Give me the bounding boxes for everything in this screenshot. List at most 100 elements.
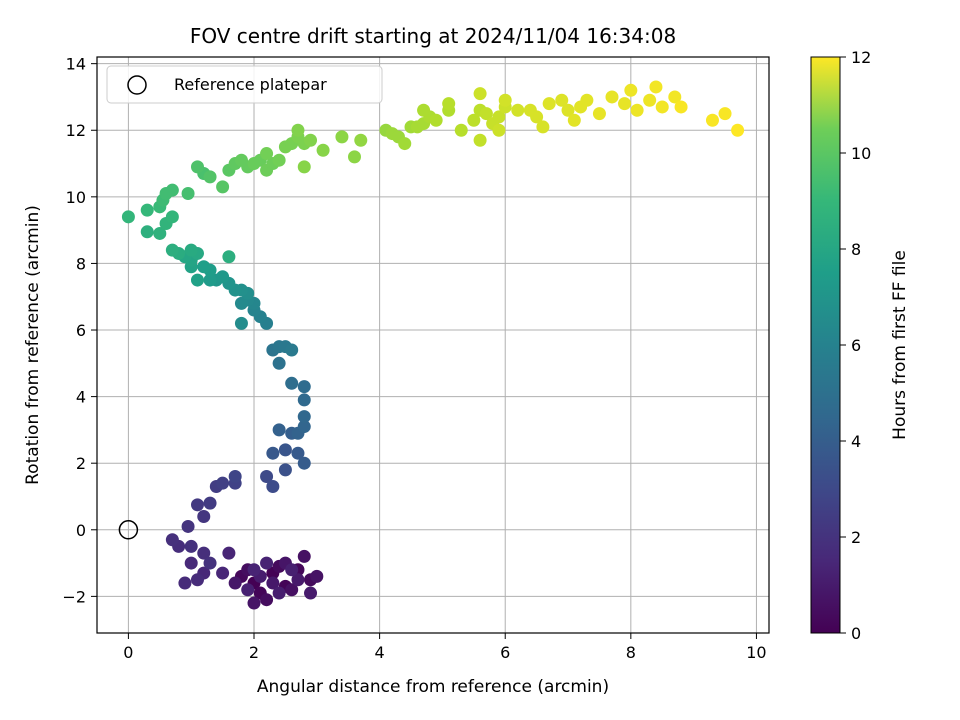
data-point	[121, 210, 135, 224]
data-point	[291, 446, 305, 460]
data-point	[580, 93, 594, 107]
data-point	[316, 143, 330, 157]
data-point	[285, 583, 299, 597]
data-point	[530, 110, 544, 124]
data-point	[203, 170, 217, 184]
data-point	[354, 133, 368, 147]
x-tick-label: 10	[746, 643, 766, 662]
x-axis-label: Angular distance from reference (arcmin)	[257, 677, 609, 697]
colorbar-tick-label: 4	[851, 432, 861, 451]
data-point	[190, 573, 204, 587]
data-point	[228, 470, 242, 484]
data-point	[216, 180, 230, 194]
data-point	[649, 80, 663, 94]
y-tick-label: 14	[66, 55, 86, 74]
colorbar	[810, 56, 841, 634]
chart-title: FOV centre drift starting at 2024/11/04 …	[190, 24, 676, 48]
data-point	[272, 356, 286, 370]
data-point	[241, 583, 255, 597]
data-point	[272, 423, 286, 437]
data-point	[181, 519, 195, 533]
y-tick-label: 4	[76, 388, 86, 407]
data-point	[304, 586, 318, 600]
data-point	[165, 243, 179, 257]
y-tick-label: 2	[76, 454, 86, 473]
y-tick-label: 12	[66, 121, 86, 140]
data-point	[203, 496, 217, 510]
data-point	[165, 533, 179, 547]
data-point	[618, 97, 632, 111]
colorbar-tick-label: 0	[851, 624, 861, 643]
data-point	[234, 316, 248, 330]
data-point	[630, 103, 644, 117]
data-point	[197, 260, 211, 274]
data-point	[492, 110, 506, 124]
y-axis-label: Rotation from reference (arcmin)	[23, 205, 43, 485]
x-tick-label: 4	[375, 643, 385, 662]
data-point	[297, 456, 311, 470]
data-point	[285, 376, 299, 390]
data-point	[454, 123, 468, 137]
data-point	[165, 210, 179, 224]
data-point	[181, 187, 195, 201]
data-point	[260, 593, 274, 607]
data-point	[624, 83, 638, 97]
data-point	[178, 576, 192, 590]
data-point	[297, 420, 311, 434]
data-point	[498, 93, 512, 107]
legend-entry-reference-platepar: Reference platepar	[174, 75, 327, 94]
data-point	[467, 113, 481, 127]
data-point	[674, 100, 688, 114]
legend-marker	[127, 75, 147, 95]
legend: Reference platepar	[106, 65, 383, 104]
data-point	[555, 93, 569, 107]
data-point	[429, 113, 443, 127]
data-point	[291, 123, 305, 137]
reference-platepar-marker	[118, 520, 139, 540]
data-point	[473, 87, 487, 101]
data-point	[417, 103, 431, 117]
data-point	[203, 556, 217, 570]
y-tick-label: −2	[62, 587, 86, 606]
data-point	[222, 250, 236, 264]
data-point	[479, 107, 493, 121]
data-point	[260, 556, 274, 570]
data-point	[140, 225, 154, 239]
plot-frame	[96, 56, 770, 634]
data-point	[197, 546, 211, 560]
data-point	[285, 563, 299, 577]
data-point	[511, 103, 525, 117]
colorbar-tick-label: 2	[851, 528, 861, 547]
data-point	[655, 100, 669, 114]
grid-lines	[97, 57, 769, 633]
data-point	[536, 120, 550, 134]
x-tick-label: 6	[500, 643, 510, 662]
data-point	[473, 133, 487, 147]
data-point	[272, 586, 286, 600]
data-point	[190, 498, 204, 512]
data-point	[190, 273, 204, 287]
data-point	[442, 97, 456, 111]
x-tick-label: 2	[249, 643, 259, 662]
y-tick-label: 6	[76, 321, 86, 340]
data-point	[159, 187, 173, 201]
x-tick-label: 8	[626, 643, 636, 662]
data-point	[234, 296, 248, 310]
data-point	[291, 573, 305, 587]
data-point	[492, 123, 506, 137]
data-point	[278, 443, 292, 457]
colorbar-tick-label: 8	[851, 240, 861, 259]
data-point	[190, 160, 204, 174]
colorbar-tick-label: 12	[851, 48, 871, 67]
data-point	[272, 153, 286, 167]
data-point	[705, 113, 719, 127]
data-point	[297, 380, 311, 394]
data-point	[304, 133, 318, 147]
data-point	[260, 147, 274, 161]
data-point	[216, 566, 230, 580]
data-point	[335, 130, 349, 144]
data-point	[297, 393, 311, 407]
data-point	[247, 563, 261, 577]
data-point	[266, 576, 280, 590]
data-point	[567, 113, 581, 127]
